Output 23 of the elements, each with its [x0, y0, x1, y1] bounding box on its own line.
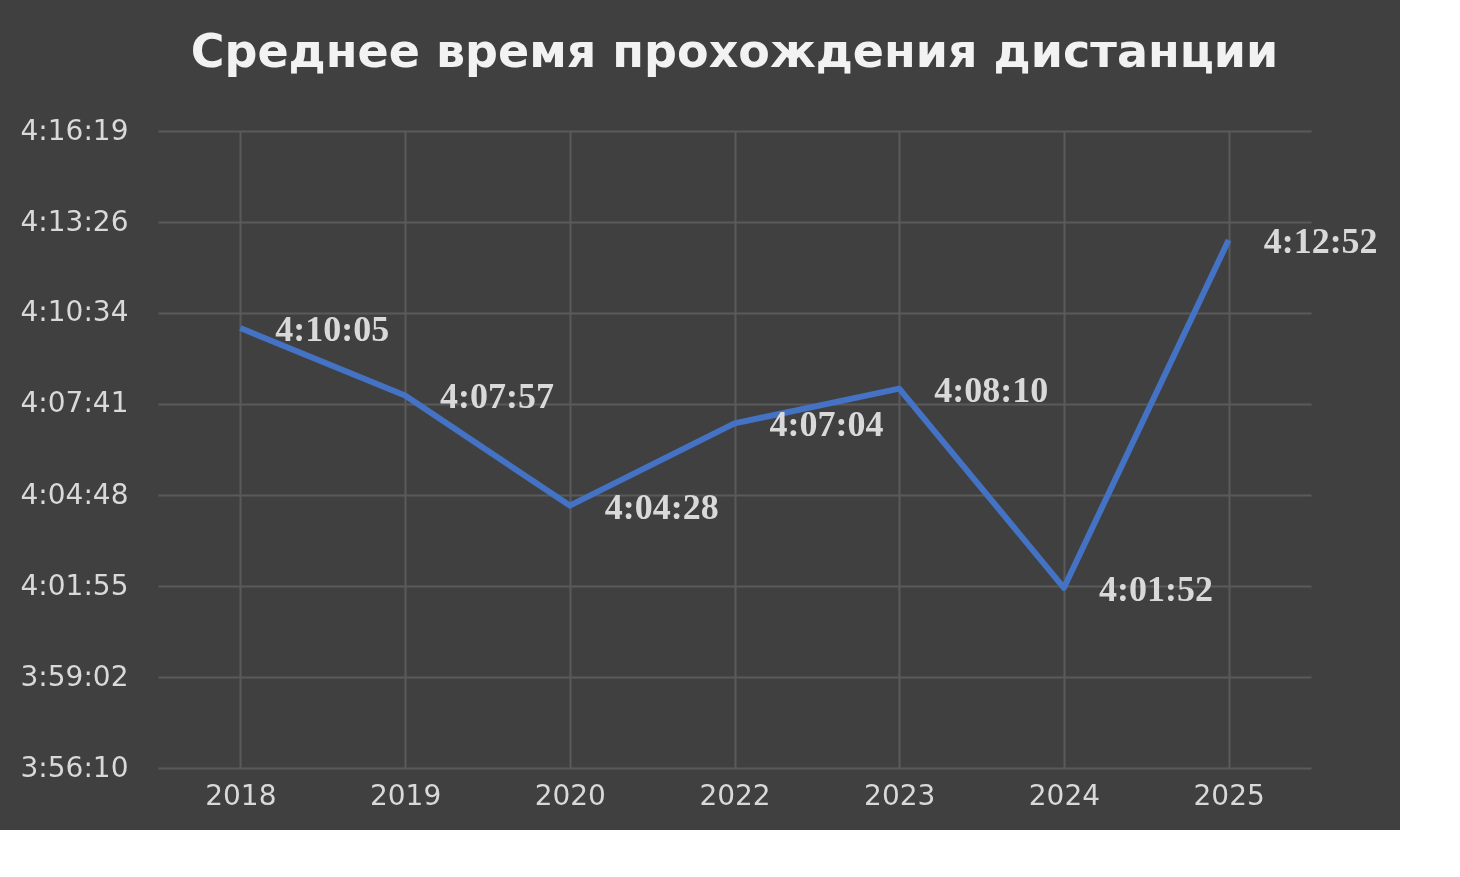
data-label: 4:10:05 [275, 309, 390, 350]
data-label: 4:04:28 [604, 486, 719, 527]
y-tick-label: 4:07:41 [20, 386, 129, 420]
x-tick-label: 2024 [1028, 778, 1101, 812]
x-tick-label: 2023 [864, 778, 936, 812]
y-tick-label: 3:59:02 [20, 659, 129, 693]
x-tick-label: 2019 [369, 778, 442, 812]
x-tick-label: 2020 [534, 778, 606, 812]
x-tick-label: 2018 [205, 778, 277, 812]
data-label: 4:01:52 [1098, 568, 1213, 609]
x-tick-label: 2025 [1193, 778, 1265, 812]
data-label: 4:07:04 [769, 404, 884, 445]
y-tick-label: 4:04:48 [20, 477, 129, 511]
y-tick-label: 4:16:19 [20, 113, 129, 147]
y-tick-label: 3:56:10 [20, 750, 129, 784]
y-tick-label: 4:01:55 [20, 568, 129, 602]
data-label: 4:12:52 [1263, 221, 1378, 262]
data-label: 4:08:10 [934, 369, 1049, 410]
data-label: 4:07:57 [440, 376, 555, 417]
chart-title: Среднее время прохождения дистанции [190, 24, 1279, 78]
y-tick-label: 4:13:26 [20, 204, 129, 238]
x-tick-label: 2022 [699, 778, 771, 812]
y-tick-label: 4:10:34 [20, 295, 129, 329]
